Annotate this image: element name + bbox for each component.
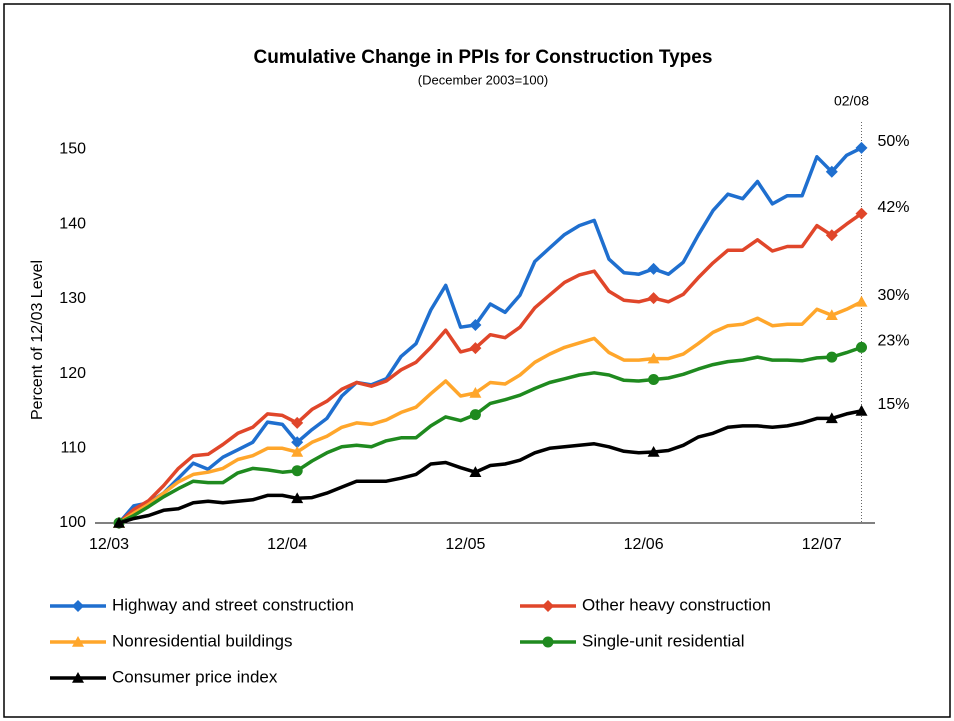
end-label: 50%: [878, 133, 910, 150]
legend-marker: [542, 600, 554, 612]
x-tick-label: 12/06: [624, 536, 664, 553]
series-marker: [825, 412, 838, 424]
legend-marker: [72, 636, 84, 647]
y-tick-label: 120: [59, 365, 86, 382]
series-marker: [855, 141, 868, 154]
series-marker: [647, 292, 660, 305]
series-marker: [855, 404, 868, 416]
end-label: 42%: [878, 199, 910, 216]
y-tick-label: 100: [59, 514, 86, 531]
end-label: 23%: [878, 333, 910, 350]
y-tick-label: 140: [59, 215, 86, 232]
y-tick-label: 150: [59, 141, 86, 158]
series-marker: [469, 318, 482, 331]
series-marker: [647, 446, 660, 457]
series-marker: [825, 309, 838, 321]
series-marker: [291, 416, 304, 429]
series-marker: [291, 492, 304, 504]
series-line: [118, 409, 862, 525]
y-tick-label: 130: [59, 290, 86, 307]
legend-label: Consumer price index: [112, 667, 278, 686]
series-marker: [826, 351, 838, 363]
chart-subtitle: (December 2003=100): [418, 72, 548, 87]
series-line: [117, 146, 863, 525]
end-label: 15%: [878, 396, 910, 413]
series-marker: [291, 446, 304, 457]
series-marker: [113, 517, 125, 528]
series-line: [118, 345, 863, 525]
annotation: 02/08: [834, 93, 869, 109]
series-marker: [856, 341, 867, 353]
legend-label: Nonresidential buildings: [112, 631, 293, 650]
series-marker: [825, 229, 838, 242]
x-tick-label: 12/05: [445, 536, 485, 553]
x-tick-label: 12/03: [89, 536, 129, 553]
legend-marker: [72, 672, 84, 683]
x-tick-label: 12/04: [267, 536, 307, 553]
legend-marker: [72, 600, 84, 612]
series-marker: [647, 262, 660, 275]
series-marker: [469, 466, 482, 477]
series-marker: [469, 386, 482, 398]
y-axis-label: Percent of 12/03 Level: [29, 260, 46, 420]
series-line: [118, 300, 863, 525]
legend-label: Other heavy construction: [582, 595, 771, 614]
series-marker: [855, 295, 868, 307]
series-marker: [291, 465, 303, 477]
series-marker: [648, 374, 660, 386]
y-tick-label: 110: [60, 439, 86, 456]
end-label: 30%: [878, 287, 910, 304]
x-tick-label: 12/07: [802, 536, 842, 553]
series-marker: [647, 352, 660, 364]
series-marker: [291, 436, 304, 449]
chart-title: Cumulative Change in PPIs for Constructi…: [254, 47, 713, 68]
legend-label: Single-unit residential: [582, 631, 745, 650]
series-marker: [469, 342, 482, 355]
series-marker: [469, 409, 481, 421]
series-line: [117, 212, 863, 525]
series-marker: [825, 165, 838, 178]
legend-marker: [542, 636, 554, 648]
series-marker: [855, 207, 868, 220]
legend-label: Highway and street construction: [112, 595, 354, 614]
